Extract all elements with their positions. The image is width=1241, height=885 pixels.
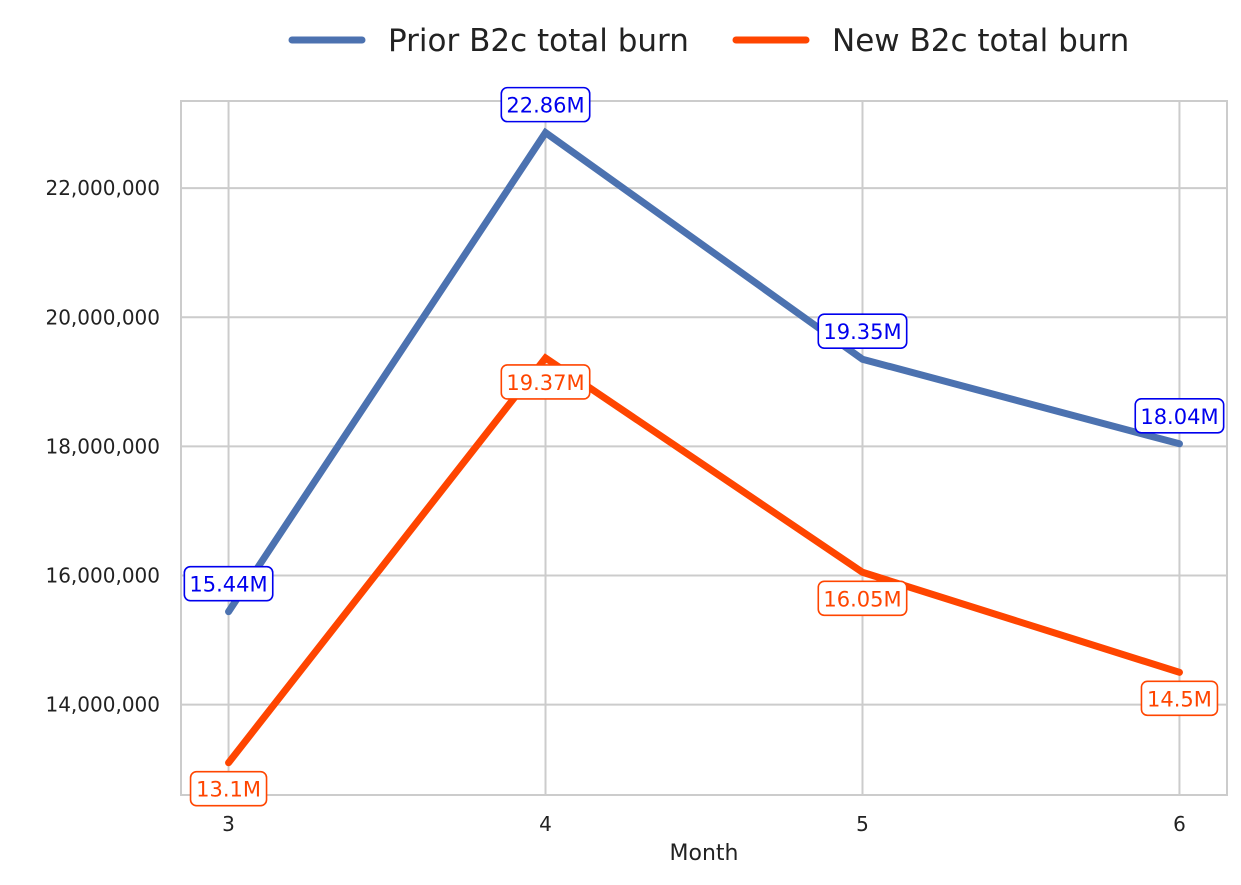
x-axis-label: Month bbox=[670, 841, 739, 866]
series-lines bbox=[225, 127, 1183, 767]
data-label-box bbox=[1140, 680, 1219, 717]
data-label: 19.35M bbox=[817, 313, 908, 350]
data-label-text: 16.05M bbox=[823, 587, 901, 611]
y-tick-label: 20,000,000 bbox=[45, 305, 160, 329]
y-tick-label: 16,000,000 bbox=[45, 564, 160, 588]
data-label: 19.37M bbox=[500, 364, 591, 400]
data-label-text: 22.86M bbox=[506, 94, 584, 118]
data-label-box bbox=[500, 86, 591, 123]
plot-frame bbox=[180, 100, 1228, 796]
data-label: 13.1M bbox=[189, 770, 268, 807]
data-label-box bbox=[1134, 398, 1225, 434]
data-label-text: 19.37M bbox=[506, 371, 584, 395]
data-label-text: 13.1M bbox=[196, 778, 261, 802]
data-label: 15.44M bbox=[183, 565, 274, 602]
legend-label: Prior B2c total burn bbox=[388, 23, 689, 59]
data-label-box bbox=[817, 313, 908, 350]
data-label-text: 14.5M bbox=[1147, 687, 1212, 711]
data-label: 14.5M bbox=[1140, 680, 1219, 717]
data-label-text: 19.35M bbox=[823, 320, 901, 344]
x-tick-label: 5 bbox=[856, 812, 869, 836]
data-label-text: 18.04M bbox=[1140, 405, 1218, 429]
legend: Prior B2c total burn New B2c total burn bbox=[288, 23, 1129, 59]
data-labels: 15.44M 22.86M 19.35M 18.04M 13.1M 19.37M 16.05… bbox=[183, 86, 1225, 807]
data-label: 22.86M bbox=[500, 86, 591, 123]
y-tick-label: 14,000,000 bbox=[45, 693, 160, 717]
series-line-prior bbox=[225, 127, 1183, 616]
axes: 3 4 5 6 14,000,000 16,000,000 18,000,000 20,000… bbox=[45, 100, 1228, 836]
data-label-box bbox=[500, 364, 591, 400]
x-tick-label: 6 bbox=[1173, 812, 1186, 836]
legend-item: New B2c total burn bbox=[732, 23, 1129, 59]
data-label-text: 15.44M bbox=[189, 573, 267, 597]
legend-item: Prior B2c total burn bbox=[288, 23, 689, 59]
data-label-box bbox=[817, 580, 908, 617]
legend-label: New B2c total burn bbox=[832, 23, 1129, 59]
data-label: 16.05M bbox=[817, 580, 908, 617]
data-label-box bbox=[183, 565, 274, 602]
x-tick-label: 3 bbox=[222, 812, 235, 836]
grid bbox=[181, 101, 1227, 795]
data-label-box bbox=[189, 770, 268, 807]
y-tick-label: 22,000,000 bbox=[45, 176, 160, 200]
y-tick-label: 18,000,000 bbox=[45, 434, 160, 458]
data-label: 18.04M bbox=[1134, 398, 1225, 434]
series-line-new bbox=[225, 353, 1183, 767]
x-tick-label: 4 bbox=[539, 812, 552, 836]
